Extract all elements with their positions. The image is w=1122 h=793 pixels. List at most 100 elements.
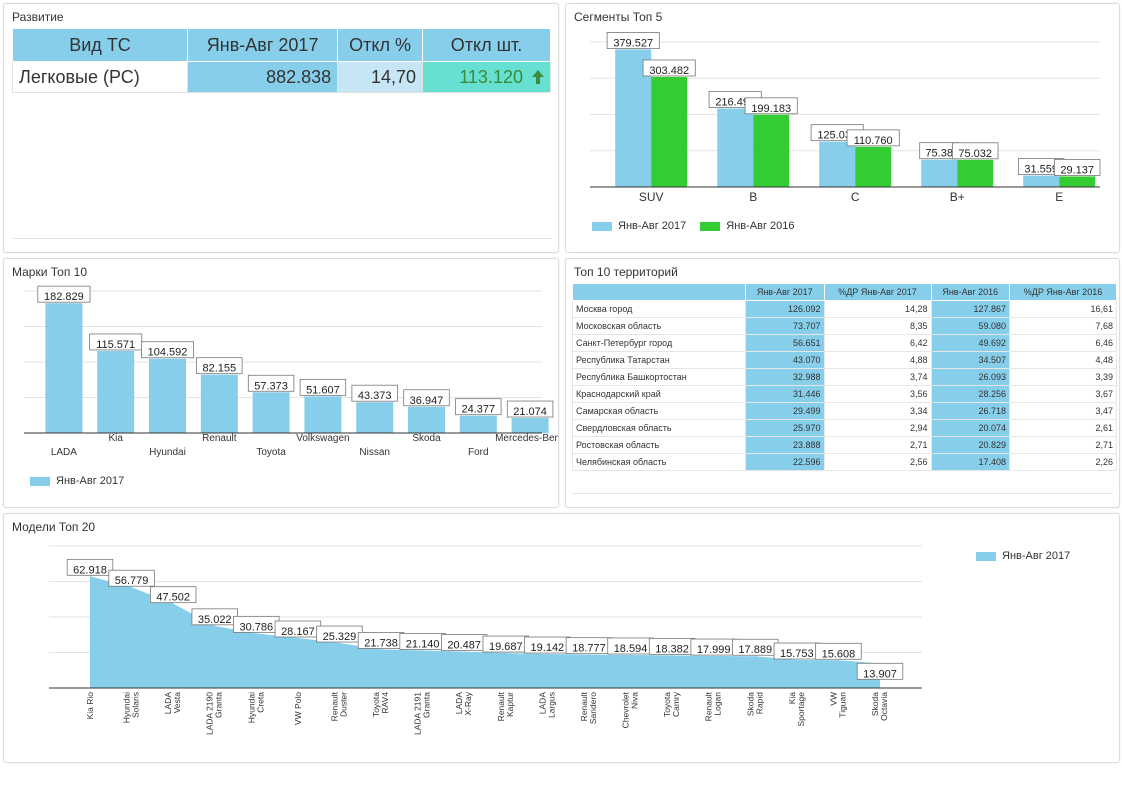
tick-label: Mercedes-Benz	[495, 433, 558, 444]
tick-label-line: X-Ray	[463, 691, 473, 715]
data-point	[463, 651, 465, 653]
tick-label: LADA X-Ray	[454, 691, 473, 715]
tick-label: Renault	[202, 433, 237, 444]
tick-label-line: Skoda	[745, 692, 755, 716]
value-2017-cell: 43.070	[745, 351, 825, 369]
tick-label: VW Tiguan	[828, 692, 847, 718]
data-label: 379.527	[613, 37, 653, 49]
data-label: 15.753	[780, 648, 814, 660]
data-label: 15.608	[822, 648, 856, 660]
data-label: 18.594	[614, 643, 648, 655]
data-label: 35.022	[198, 614, 232, 626]
share-2016-cell: 6,46	[1009, 334, 1117, 352]
region-cell: Ростовская область	[572, 436, 746, 454]
data-label: 303.482	[649, 65, 689, 77]
tick-label: B	[749, 190, 757, 204]
data-point	[255, 632, 257, 634]
region-cell: Краснодарский край	[572, 385, 746, 403]
data-label: 19.142	[531, 642, 565, 654]
tick-label: LADA Largus	[537, 692, 556, 718]
tick-label-line: Toyota	[662, 692, 672, 717]
tick-label: Skoda Octavia	[870, 692, 889, 721]
share-2016-cell: 3,67	[1009, 385, 1117, 403]
data-label: 18.382	[655, 643, 689, 655]
data-label: 21.074	[513, 406, 547, 418]
value-2016-cell: 28.256	[930, 385, 1010, 403]
data-point	[671, 654, 673, 656]
data-label-box	[815, 642, 862, 660]
region-cell: Москва город	[572, 300, 746, 318]
value-2016-cell: 26.718	[930, 402, 1010, 420]
data-label-box	[299, 378, 347, 396]
tick-label-line: LADA 2191	[413, 692, 423, 735]
panel-divider	[12, 238, 552, 239]
data-label: 17.999	[697, 644, 731, 656]
data-point	[546, 653, 548, 655]
data-label: 21.140	[406, 638, 440, 650]
tick-label-line: Granta	[422, 692, 432, 718]
data-label: 57.373	[254, 380, 288, 392]
header-2016: Янв-Авг 2016	[930, 283, 1010, 301]
data-label-box	[606, 32, 660, 49]
data-point	[796, 659, 798, 661]
tick-label-line: LADA 2190	[205, 692, 215, 735]
data-label-box	[744, 97, 798, 115]
data-point	[380, 648, 382, 650]
share-2017-cell: 2,56	[823, 453, 932, 471]
bar-2017	[200, 374, 238, 433]
data-label: 82.155	[202, 363, 236, 375]
data-label: 36.947	[410, 395, 444, 407]
table-row: Краснодарский край 31.446 3,56 28.256 3,67	[572, 385, 1117, 403]
table-row: Московская область 73.707 8,35 59.080 7,68	[572, 317, 1117, 335]
tick-label-line: Renault	[579, 691, 589, 721]
value-2017-cell: 23.888	[745, 436, 825, 454]
tick-label: Kia Rio	[85, 692, 95, 720]
tick-label: Skoda	[412, 433, 441, 444]
tick-label-line: LADA	[163, 692, 173, 715]
data-label: 62.918	[73, 564, 107, 576]
data-label-box	[108, 569, 155, 587]
panel-divider	[572, 493, 1113, 494]
tick-label: LADA Vesta	[163, 692, 182, 715]
share-2016-cell: 3,47	[1009, 402, 1117, 420]
tick-label-line: LADA	[537, 692, 547, 715]
data-label: 75.38	[925, 148, 953, 160]
value-2017-cell: 56.651	[745, 334, 825, 352]
legend-label-2017: Янв-Авг 2017	[56, 475, 125, 487]
table-row: Республика Татарстан 43.070 4,88 34.507 4,48	[572, 351, 1117, 369]
value-2017-cell: 29.499	[745, 402, 825, 420]
region-cell: Республика Татарстан	[572, 351, 746, 369]
data-label-box	[1053, 159, 1101, 176]
bar-2017	[717, 108, 754, 187]
share-2017-cell: 2,94	[823, 419, 932, 437]
region-cell: Московская область	[572, 317, 746, 335]
tick-label-line: Hyundai	[122, 692, 132, 723]
segments-legend: Янв-Авг 2017 Янв-Авг 2016	[592, 220, 795, 232]
tick-label-line: Sportage	[796, 692, 806, 727]
share-2017-cell: 2,71	[823, 436, 932, 454]
tick-label: Ford	[468, 447, 489, 458]
share-2017-cell: 14,28	[823, 300, 932, 318]
region-cell: Свердловская область	[572, 419, 746, 437]
data-point	[713, 655, 715, 657]
data-point	[172, 603, 174, 605]
data-label: 47.502	[156, 592, 190, 604]
data-label-box	[149, 586, 197, 604]
share-2016-cell: 2,26	[1009, 453, 1117, 471]
models-chart: 62.918 56.779 47.502 35.022 30.786 28.167 25.3…	[49, 545, 922, 735]
share-2017-cell: 8,35	[823, 317, 932, 335]
bar-2017	[304, 396, 342, 433]
bar-2016	[1059, 176, 1096, 187]
table-row: Челябинская область 22.596 2,56 17.408 2,26	[572, 453, 1117, 471]
data-point	[214, 625, 216, 627]
value-2017-cell: 31.446	[745, 385, 825, 403]
bar-2017	[356, 402, 394, 433]
tick-label: Nissan	[359, 447, 390, 458]
data-label: 75.032	[958, 148, 992, 160]
tick-label: Hyundai	[149, 447, 186, 458]
data-point	[505, 652, 507, 654]
area-series-2017	[90, 576, 880, 688]
data-label: 115.571	[96, 339, 135, 351]
table-row: Ростовская область 23.888 2,71 20.829 2,71	[572, 436, 1117, 454]
tick-label-line: Duster	[338, 692, 348, 717]
